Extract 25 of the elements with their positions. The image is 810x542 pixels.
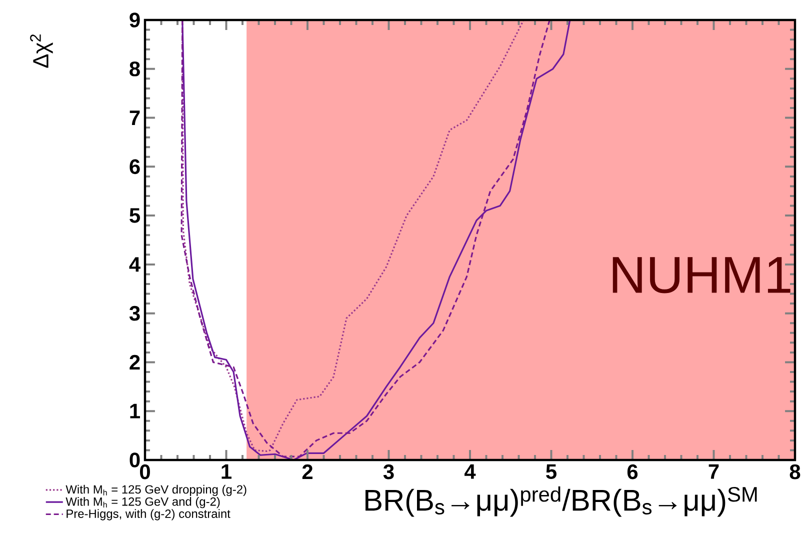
x-tick-label: 4	[464, 464, 476, 479]
y-tick-label: 3	[129, 306, 140, 321]
y-tick-label: 9	[130, 12, 140, 28]
y-tick-label: 4	[129, 257, 140, 272]
y-tick-label: 5	[130, 208, 140, 223]
y-tick-label: 1	[130, 404, 140, 418]
legend-label: Pre-Higgs, with (g-2) constraint	[66, 509, 230, 520]
x-tick-label: 7	[708, 464, 719, 479]
legend-label: With M$_{h}$ = 125 GeV and (g-2)	[66, 497, 220, 508]
annotation: NUHM1	[612, 257, 790, 294]
y-tick-label: 0	[130, 452, 140, 468]
x-tick-label: 0	[140, 464, 150, 480]
x-tick-label: 8	[790, 464, 800, 480]
x-tick-label: 6	[627, 464, 638, 480]
y-axis-title: Δχ$^{2}$	[30, 34, 53, 68]
y-tick-label: 8	[130, 61, 140, 76]
x-tick-label: 3	[383, 464, 394, 480]
y-tick-label: 6	[130, 159, 140, 174]
x-tick-label: 1	[222, 464, 232, 479]
y-tick-label: 2	[130, 354, 140, 370]
x-tick-label: 5	[546, 464, 556, 480]
y-tick-label: 7	[130, 110, 140, 125]
x-tick-label: 2	[302, 464, 312, 480]
legend-label: With M$_{h}$ = 125 GeV dropping (g-2)	[66, 484, 246, 496]
x-axis-title: BR(B$_{s}$→μμ)$^{pred}$/BR(B$_{s}$→μμ)$^{SM}$	[366, 486, 757, 517]
